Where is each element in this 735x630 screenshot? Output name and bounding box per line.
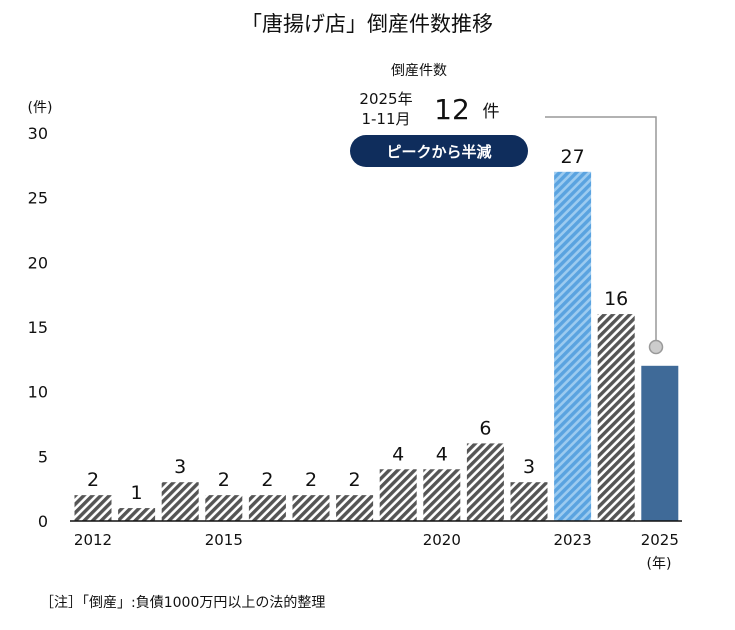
bar-2014: [161, 482, 199, 521]
bar-2025: [641, 365, 679, 521]
x-tick-label: 2025: [641, 531, 679, 549]
bar-2012: [74, 495, 112, 521]
callout-leader-line: [545, 116, 657, 340]
x-tick-label: 2020: [423, 531, 461, 549]
annotation-period-months: 1-11月: [361, 110, 410, 128]
data-label-2023: 27: [561, 146, 585, 168]
annotation-heading: 倒産件数: [391, 63, 447, 79]
y-tick-label: 10: [28, 383, 48, 402]
bar-2024: [597, 314, 635, 521]
bar-2022: [510, 482, 548, 521]
callout-marker: [648, 339, 664, 355]
data-label-2020: 4: [436, 443, 448, 465]
data-label-2014: 3: [174, 456, 186, 478]
data-label-2019: 4: [392, 443, 404, 465]
annotation-period-year: 2025年: [359, 90, 412, 108]
y-tick-label: 30: [28, 124, 48, 143]
data-label-2017: 2: [305, 469, 317, 491]
annotation-unit: 件: [483, 102, 500, 122]
bar-2015: [205, 495, 243, 521]
y-tick-label: 20: [28, 253, 48, 272]
y-tick-label: 5: [38, 447, 48, 466]
bar-2017: [292, 495, 330, 521]
footnote: ［注］「倒産」:負債1000万円以上の法的整理: [40, 595, 325, 611]
y-tick-label: 25: [28, 189, 48, 208]
data-label-2016: 2: [261, 469, 273, 491]
y-axis-label: (件): [28, 100, 53, 116]
y-tick-label: 15: [28, 318, 48, 337]
bar-2016: [248, 495, 286, 521]
data-label-2015: 2: [218, 469, 230, 491]
bar-2021: [466, 443, 504, 521]
bar-2020: [423, 469, 461, 521]
x-tick-label: 2015: [205, 531, 243, 549]
annotation-badge: [350, 135, 528, 167]
data-label-2022: 3: [523, 456, 535, 478]
x-tick-label: 2012: [74, 531, 112, 549]
annotation-badge-text: ピークから半減: [386, 143, 491, 161]
bar-2013: [118, 508, 156, 521]
data-label-2012: 2: [87, 469, 99, 491]
x-tick-label: 2023: [554, 531, 592, 549]
data-label-2018: 2: [349, 469, 361, 491]
x-axis-label: (年): [647, 556, 672, 572]
data-label-2013: 1: [131, 482, 143, 504]
y-tick-label: 0: [38, 512, 48, 531]
bar-2019: [379, 469, 417, 521]
bar-2023: [554, 171, 592, 522]
data-label-2021: 6: [479, 417, 491, 439]
chart-title: 「唐揚げ店」倒産件数推移: [241, 12, 493, 36]
annotation-value: 12: [434, 93, 470, 126]
data-label-2024: 16: [604, 288, 628, 310]
bar-2018: [336, 495, 374, 521]
